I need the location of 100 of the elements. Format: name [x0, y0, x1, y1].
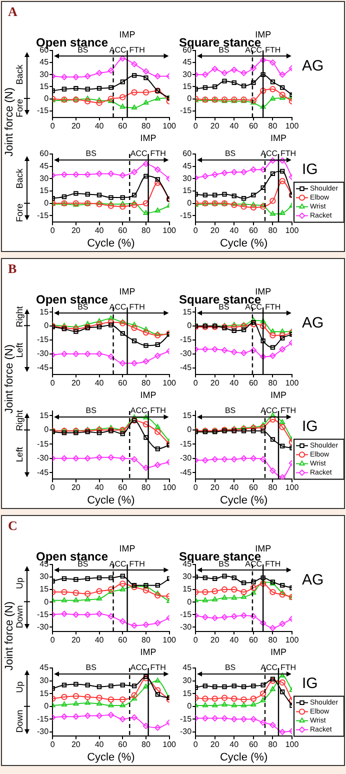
ref-line-label: IMP [119, 543, 136, 554]
x-tick-label: 80 [268, 226, 278, 236]
x-tick-label: 40 [94, 483, 104, 492]
text: IG [302, 675, 318, 692]
y-tick-label: -30 [180, 349, 192, 358]
annotation: ACC [130, 406, 148, 416]
y-tick-label: -30 [37, 454, 50, 463]
annotation: ACC [109, 302, 127, 312]
text: Right [14, 306, 25, 328]
text: IG [302, 418, 318, 436]
x-tick-label: 80 [268, 121, 278, 130]
y-tick-label: 15 [182, 186, 192, 196]
ref-line-label: IMP [119, 29, 136, 40]
y-tick-label: 0 [187, 425, 192, 434]
text: AG [302, 58, 324, 75]
y-tick-label: 45 [40, 58, 50, 67]
x-tick-label: 0 [193, 226, 198, 236]
x-tick-label: 80 [142, 121, 151, 130]
annotation: BS [224, 663, 236, 672]
x-tick-label: 100 [285, 121, 300, 130]
x-tick-label: 100 [285, 483, 300, 492]
x-tick-label: 40 [94, 635, 104, 644]
annotation: FTH [150, 149, 166, 158]
x-axis-title: Cycle (%) [87, 237, 135, 250]
annotation: BS [218, 46, 230, 55]
annotation: FTH [280, 406, 296, 416]
text: Left [14, 342, 25, 358]
y-tick-label: 30 [182, 70, 192, 79]
annotation: FTH [265, 560, 281, 569]
y-tick-label: 60 [40, 149, 50, 158]
y-tick-label: 45 [40, 162, 50, 171]
y-axis-title: Joint force (N) [3, 344, 16, 414]
x-tick-label: 20 [71, 635, 81, 644]
y-tick-label: -15 [37, 439, 50, 448]
y-tick-label: 0 [187, 321, 192, 330]
y-tick-label: 45 [182, 663, 192, 672]
y-tick-label: -45 [37, 363, 50, 372]
x-tick-label: 100 [162, 740, 177, 750]
y-tick-label: 15 [182, 688, 192, 698]
annotation: BS [86, 406, 96, 416]
annotation: FTH [150, 663, 166, 672]
x-tick-label: 40 [230, 740, 240, 750]
x-tick-label: 0 [193, 378, 198, 388]
ref-line-label: IMP [255, 543, 272, 554]
text: AG [302, 572, 324, 589]
annotation: BS [78, 560, 88, 569]
x-axis-title: Cycle (%) [87, 494, 135, 506]
x-tick-label: 60 [248, 121, 258, 130]
text: IG [302, 161, 318, 178]
y-tick-label: -15 [37, 610, 50, 619]
annotation: FTH [280, 149, 296, 158]
annotation: ACC [130, 149, 148, 158]
text: Back [14, 168, 25, 189]
y-tick-label: -15 [180, 610, 192, 619]
y-tick-label: 15 [182, 82, 192, 91]
y-tick-label: -15 [37, 106, 50, 116]
annotation: ACC [245, 560, 262, 569]
x-tick-label: 0 [193, 740, 198, 750]
annotation: ACC [260, 663, 278, 672]
y-tick-label: -15 [37, 714, 50, 724]
y-tick-label: 0 [44, 702, 50, 711]
ref-line-label: IMP [140, 132, 156, 143]
annotation: BS [218, 560, 230, 569]
y-tick-label: 15 [40, 307, 50, 316]
y-axis-title: Joint force (N) [3, 87, 16, 157]
x-tick-label: 20 [210, 378, 220, 388]
y-tick-label: 15 [40, 688, 50, 698]
x-axis-title: Cycle (%) [220, 751, 268, 764]
y-tick-label: 45 [182, 58, 192, 67]
y-tick-label: -15 [180, 210, 192, 220]
annotation: BS [78, 302, 88, 312]
y-tick-label: 15 [40, 82, 50, 91]
x-tick-label: 60 [118, 226, 128, 236]
annotation: FTH [150, 406, 166, 416]
x-tick-label: 100 [162, 635, 177, 644]
annotation: FTH [129, 560, 146, 569]
x-tick-label: 80 [142, 635, 151, 644]
annotation: FTH [280, 663, 296, 672]
y-tick-label: -15 [180, 439, 192, 448]
annotation: FTH [265, 302, 281, 312]
x-tick-label: 0 [193, 121, 198, 130]
x-tick-label: 40 [94, 378, 104, 388]
x-tick-label: 0 [50, 121, 56, 130]
annotation: ACC [109, 46, 127, 55]
x-tick-label: 40 [94, 121, 104, 130]
annotation: BS [86, 663, 96, 672]
y-tick-label: 0 [187, 702, 192, 711]
x-tick-label: 40 [230, 226, 240, 236]
y-tick-label: -15 [180, 714, 192, 724]
y-tick-label: 30 [182, 174, 192, 183]
x-tick-label: 60 [248, 226, 258, 236]
x-tick-label: 60 [118, 740, 128, 750]
x-axis-title: Cycle (%) [220, 237, 268, 250]
y-tick-label: 30 [40, 572, 50, 582]
text: Back [14, 64, 25, 85]
text: Fore [14, 203, 25, 222]
y-tick-label: 15 [182, 307, 192, 316]
x-tick-label: 20 [71, 121, 81, 130]
text: C [8, 518, 18, 533]
y-tick-label: 45 [40, 663, 50, 672]
